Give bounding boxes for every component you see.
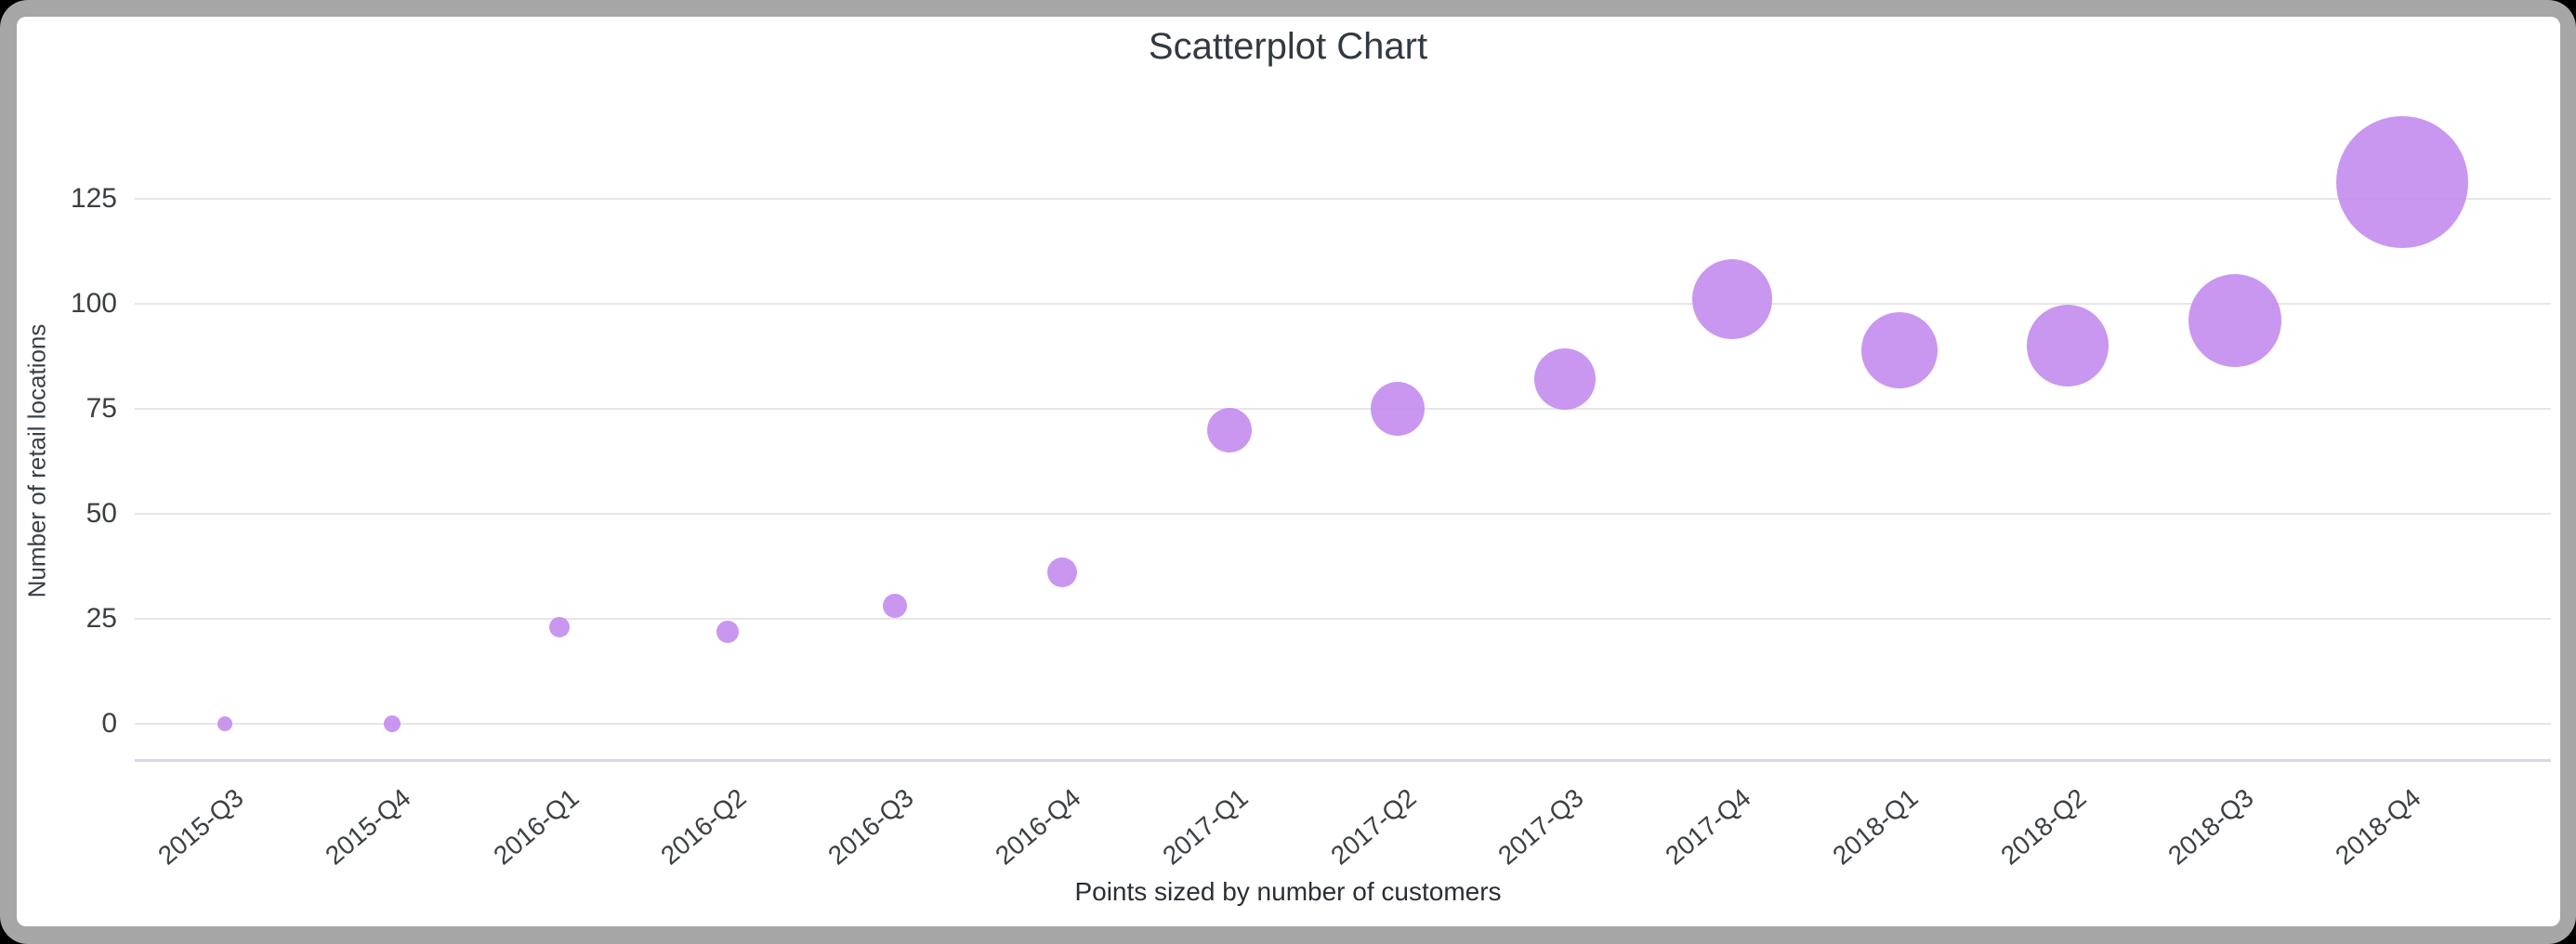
bubble-2015-Q4[interactable] — [384, 715, 401, 732]
bubble-2017-Q1[interactable] — [1207, 407, 1253, 452]
x-tick-label-2017-Q4: 2017-Q4 — [1660, 782, 1756, 871]
x-tick-label-2018-Q4: 2018-Q4 — [2330, 782, 2426, 871]
gridline-100 — [135, 303, 2551, 305]
chart-card — [17, 17, 2560, 926]
x-tick-label-2016-Q1: 2016-Q1 — [487, 782, 585, 871]
bubble-2017-Q2[interactable] — [1370, 382, 1425, 436]
x-tick-label-2017-Q3: 2017-Q3 — [1492, 782, 1589, 871]
gridline-0 — [135, 723, 2551, 725]
bubble-2016-Q3[interactable] — [882, 594, 907, 619]
x-tick-label-2017-Q1: 2017-Q1 — [1157, 782, 1255, 871]
gridline-25 — [135, 618, 2551, 620]
x-tick-label-2015-Q3: 2015-Q3 — [152, 782, 249, 871]
bubble-2015-Q3[interactable] — [217, 716, 232, 731]
x-tick-label-2016-Q3: 2016-Q3 — [822, 782, 919, 871]
x-tick-label-2018-Q1: 2018-Q1 — [1827, 782, 1924, 871]
x-tick-label-2018-Q3: 2018-Q3 — [2162, 782, 2259, 871]
bubble-2017-Q4[interactable] — [1692, 259, 1773, 340]
y-tick-label-0: 0 — [101, 708, 117, 739]
gridline-125 — [135, 198, 2551, 200]
y-tick-label-25: 25 — [85, 603, 117, 634]
y-tick-label-125: 125 — [70, 183, 117, 214]
chart-caption: Points sized by number of customers — [1074, 877, 1502, 906]
gridline-75 — [135, 408, 2551, 410]
bubble-2016-Q2[interactable] — [716, 620, 739, 643]
bubble-2017-Q3[interactable] — [1533, 348, 1596, 411]
x-tick-label-2016-Q2: 2016-Q2 — [654, 782, 752, 871]
gridline-50 — [135, 513, 2551, 515]
x-tick-label-2018-Q2: 2018-Q2 — [1994, 782, 2092, 871]
bubble-2016-Q1[interactable] — [549, 617, 571, 638]
y-tick-label-50: 50 — [85, 498, 117, 529]
bubble-2018-Q4[interactable] — [2335, 115, 2468, 248]
x-tick-label-2016-Q4: 2016-Q4 — [990, 782, 1086, 871]
bubble-2016-Q4[interactable] — [1047, 557, 1078, 588]
y-tick-label-75: 75 — [85, 393, 117, 424]
x-axis-baseline — [135, 759, 2551, 762]
x-tick-label-2015-Q4: 2015-Q4 — [320, 782, 416, 871]
chart-title: Scatterplot Chart — [1148, 26, 1428, 67]
y-axis-title: Number of retail locations — [22, 323, 51, 598]
bubble-2018-Q3[interactable] — [2188, 274, 2281, 368]
x-tick-label-2017-Q2: 2017-Q2 — [1324, 782, 1422, 871]
bubble-2018-Q2[interactable] — [2026, 305, 2109, 387]
y-tick-label-100: 100 — [70, 288, 117, 319]
bubble-2018-Q1[interactable] — [1861, 311, 1939, 388]
